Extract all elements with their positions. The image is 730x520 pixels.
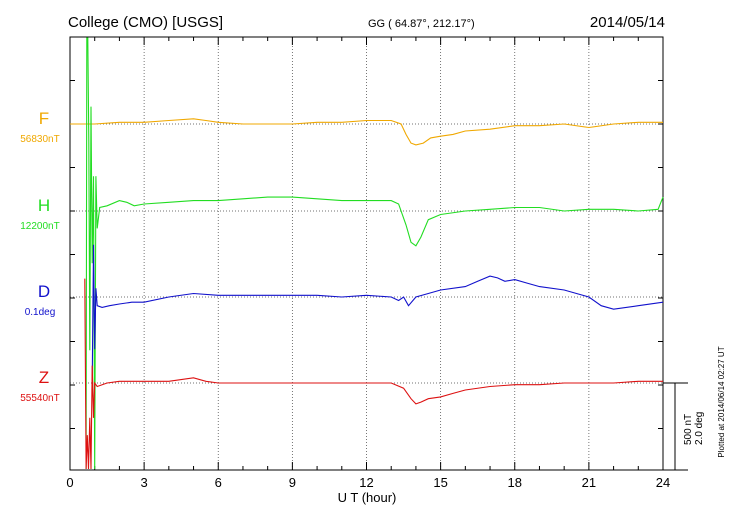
scale-bar-nt: 500 nT xyxy=(683,414,694,445)
series-baseline-d: 0.1deg xyxy=(25,307,56,318)
x-tick-label: 21 xyxy=(582,475,596,490)
series-line-h xyxy=(85,37,664,470)
series-line-f xyxy=(70,118,663,146)
x-tick-label: 6 xyxy=(215,475,222,490)
x-tick-label: 9 xyxy=(289,475,296,490)
x-tick-label: 15 xyxy=(433,475,447,490)
series-line-d xyxy=(91,244,664,385)
series-baseline-h: 12200nT xyxy=(20,221,59,232)
x-tick-label: 12 xyxy=(359,475,373,490)
series-name-d: D xyxy=(38,282,50,301)
x-tick-label: 3 xyxy=(141,475,148,490)
plot-date: 2014/05/14 xyxy=(590,14,665,31)
x-tick-label: 0 xyxy=(66,475,73,490)
plotted-at-note: Plotted at 2014/06/14 02:27 UT xyxy=(717,346,726,457)
series-name-h: H xyxy=(38,196,50,215)
x-tick-label: 18 xyxy=(508,475,522,490)
scale-bar: 500 nT 2.0 deg xyxy=(663,382,705,471)
series-baseline-f: 56830nT xyxy=(20,134,59,145)
series-name-z: Z xyxy=(39,368,49,387)
station-coordinates: GG ( 64.87°, 212.17°) xyxy=(368,18,475,30)
x-tick-label: 24 xyxy=(656,475,670,490)
series-lines xyxy=(70,37,664,470)
x-tick-labels: 0 3 6 9 12 15 18 21 24 xyxy=(66,475,670,490)
x-axis-label: U T (hour) xyxy=(338,490,397,505)
series-name-f: F xyxy=(39,109,49,128)
series-line-z xyxy=(84,278,663,470)
station-title: College (CMO) [USGS] xyxy=(68,14,223,31)
series-labels: F 56830nT H 12200nT D 0.1deg Z 55540nT xyxy=(20,109,59,404)
scale-bar-deg: 2.0 deg xyxy=(694,412,705,445)
series-baseline-z: 55540nT xyxy=(20,393,59,404)
grid xyxy=(143,37,590,470)
